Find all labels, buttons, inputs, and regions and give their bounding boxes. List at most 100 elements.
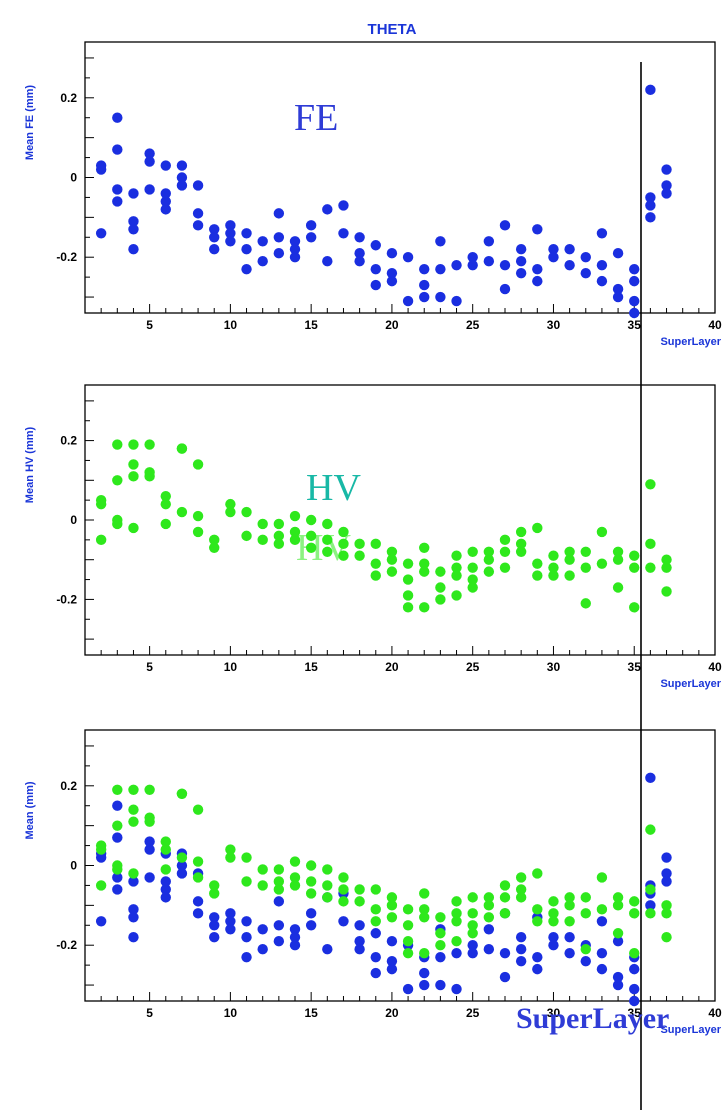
- data-point-fe: [144, 836, 155, 847]
- data-point-hv: [322, 880, 333, 891]
- data-point-fe: [289, 244, 301, 255]
- data-point-hv: [580, 562, 591, 573]
- data-point-fe: [241, 932, 252, 943]
- data-point-fe: [192, 896, 204, 907]
- data-point-hv: [209, 534, 220, 546]
- data-point-hv: [338, 884, 349, 895]
- data-point-fe: [354, 232, 365, 243]
- data-point-fe: [661, 868, 672, 879]
- data-point-fe: [580, 267, 591, 279]
- data-point-fe: [612, 971, 624, 983]
- data-point-hv: [370, 558, 381, 569]
- data-point-hv: [661, 932, 672, 943]
- data-point-fe: [354, 920, 365, 931]
- data-point-hv: [645, 479, 656, 490]
- data-point-fe: [467, 252, 478, 263]
- data-point-fe: [128, 216, 139, 227]
- data-point-fe: [451, 947, 462, 959]
- x-tick-label: 10: [224, 1006, 238, 1020]
- data-point-fe: [451, 983, 462, 995]
- data-point-fe: [354, 943, 365, 955]
- data-point-hv: [515, 872, 527, 883]
- data-point-hv: [289, 856, 301, 867]
- data-point-fe: [225, 228, 236, 239]
- data-point-fe: [322, 204, 333, 215]
- data-point-hv: [128, 868, 139, 879]
- data-point-hv: [144, 816, 155, 827]
- x-tick-label: 40: [708, 318, 722, 332]
- data-point-fe: [661, 188, 672, 199]
- data-point-fe: [386, 963, 398, 975]
- data-point-fe: [564, 259, 575, 271]
- data-point-fe: [645, 200, 656, 211]
- data-point-hv: [419, 566, 430, 577]
- data-point-fe: [499, 947, 511, 959]
- data-point-hv: [160, 490, 171, 502]
- data-point-hv: [564, 900, 575, 911]
- x-tick-label: 30: [547, 1006, 561, 1020]
- data-point-fe: [580, 955, 591, 967]
- data-point-hv: [629, 602, 640, 613]
- data-point-hv: [467, 574, 478, 585]
- data-point-hv: [370, 884, 381, 895]
- data-point-fe: [305, 220, 317, 231]
- data-point-fe: [209, 244, 220, 255]
- data-point-fe: [645, 772, 656, 784]
- data-point-fe: [515, 943, 527, 955]
- data-point-hv: [419, 912, 430, 923]
- data-point-hv: [273, 864, 285, 875]
- data-point-fe: [435, 263, 446, 275]
- data-point-hv: [225, 844, 236, 855]
- data-point-hv: [386, 566, 398, 577]
- data-point-hv: [435, 912, 446, 923]
- data-point-fe: [209, 920, 220, 931]
- data-point-hv: [338, 872, 349, 883]
- data-point-fe: [225, 236, 236, 247]
- data-point-fe: [661, 876, 672, 887]
- data-point-hv: [532, 570, 543, 581]
- data-point-fe: [499, 971, 511, 983]
- data-point-hv: [257, 880, 268, 891]
- data-point-fe: [386, 955, 398, 967]
- data-point-hv: [289, 510, 301, 522]
- x-axis-title: SuperLayer: [660, 1024, 721, 1036]
- data-point-fe: [289, 236, 301, 247]
- data-point-fe: [354, 255, 365, 267]
- data-point-hv: [612, 554, 624, 565]
- data-point-hv: [532, 522, 543, 534]
- data-point-fe: [128, 244, 139, 255]
- data-point-fe: [273, 208, 285, 219]
- data-point-hv: [354, 538, 365, 550]
- data-point-hv: [419, 558, 430, 569]
- data-point-hv: [596, 872, 608, 883]
- data-point-fe: [241, 951, 252, 963]
- data-point-hv: [225, 498, 236, 510]
- data-point-fe: [532, 224, 543, 235]
- data-point-fe: [128, 188, 139, 199]
- data-point-fe: [386, 248, 398, 259]
- data-point-hv: [305, 876, 317, 887]
- y-tick-label: 0: [70, 513, 77, 527]
- data-point-hv: [160, 864, 171, 875]
- data-point-hv: [402, 602, 414, 613]
- data-point-fe: [419, 291, 430, 303]
- data-point-hv: [192, 510, 204, 522]
- data-point-hv: [128, 439, 139, 450]
- data-point-hv: [386, 546, 398, 557]
- data-point-hv: [612, 582, 624, 593]
- data-point-hv: [305, 860, 317, 871]
- data-point-hv: [596, 526, 608, 538]
- data-point-hv: [273, 538, 285, 550]
- x-tick-label: 10: [224, 318, 238, 332]
- data-point-fe: [402, 295, 414, 307]
- x-tick-label: 5: [146, 660, 153, 674]
- data-point-hv: [532, 868, 543, 879]
- data-point-hv: [128, 522, 139, 534]
- data-point-fe: [128, 932, 139, 943]
- data-point-fe: [483, 255, 495, 267]
- data-point-fe: [661, 164, 672, 175]
- data-point-fe: [289, 940, 301, 951]
- data-point-hv: [645, 538, 656, 550]
- data-point-hv: [548, 896, 559, 907]
- data-point-hv: [354, 896, 365, 907]
